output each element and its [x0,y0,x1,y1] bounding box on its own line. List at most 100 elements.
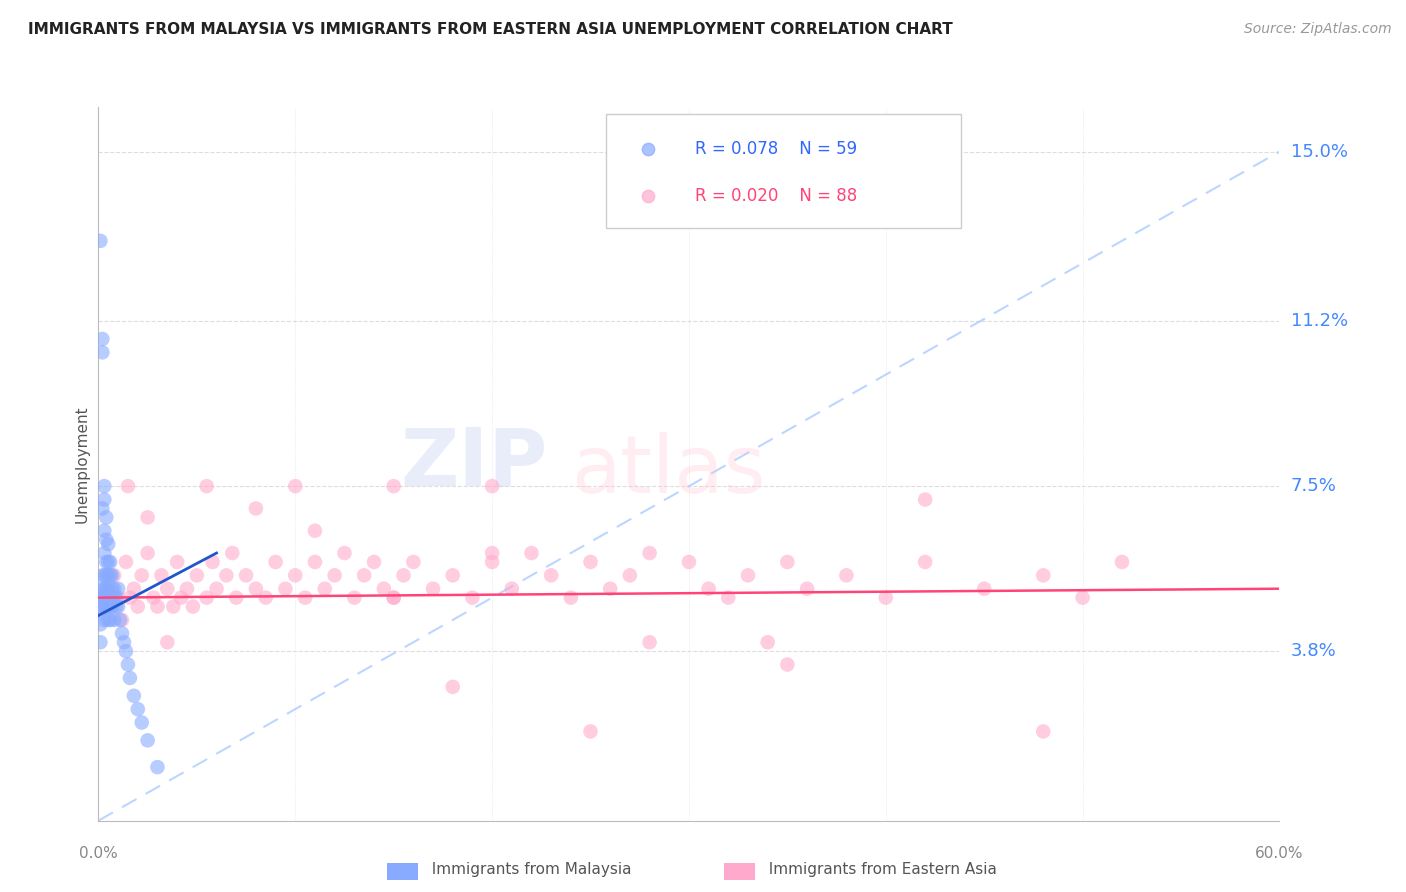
Point [170,591,193,605]
Point [441,680,464,694]
Point [914,555,936,569]
Point [93,599,115,614]
Point [127,599,149,614]
Point [103,591,125,605]
Text: 0.0%: 0.0% [79,846,118,861]
Point [111,613,134,627]
Text: Immigrants from Eastern Asia: Immigrants from Eastern Asia [759,863,997,877]
Point [122,582,145,596]
Text: Immigrants from Malaysia: Immigrants from Malaysia [422,863,631,877]
Point [118,671,141,685]
Point [914,492,936,507]
Point [737,568,759,582]
Point [195,591,218,605]
Point [481,555,503,569]
Point [225,591,247,605]
Point [835,568,858,582]
Point [181,599,204,614]
Point [93,613,115,627]
Point [422,582,444,596]
Point [245,501,267,516]
Point [221,546,243,560]
Point [176,582,198,596]
Text: atlas: atlas [571,432,765,510]
Point [89,617,111,632]
Point [93,546,115,560]
FancyBboxPatch shape [606,114,960,228]
Point [101,568,124,582]
Point [402,555,425,569]
Point [382,591,405,605]
Point [101,582,124,596]
Point [756,635,779,649]
Point [323,568,346,582]
Point [599,582,621,596]
Point [166,555,188,569]
Point [481,546,503,560]
Point [441,568,464,582]
Point [579,555,602,569]
Text: ZIP: ZIP [399,425,547,503]
Text: 7.5%: 7.5% [1291,477,1337,495]
Point [115,555,138,569]
Point [93,479,115,493]
Point [97,591,120,605]
Point [91,345,114,359]
Point [245,582,267,596]
Point [96,599,118,614]
Point [122,689,145,703]
Point [314,582,336,596]
Point [115,644,138,658]
Point [98,555,121,569]
Point [98,591,121,605]
Point [131,715,153,730]
Point [638,546,661,560]
Point [1111,555,1133,569]
Text: IMMIGRANTS FROM MALAYSIA VS IMMIGRANTS FROM EASTERN ASIA UNEMPLOYMENT CORRELATIO: IMMIGRANTS FROM MALAYSIA VS IMMIGRANTS F… [28,22,953,37]
Point [201,555,224,569]
Point [98,568,121,582]
Point [461,591,484,605]
Text: R = 0.020    N = 88: R = 0.020 N = 88 [695,187,858,205]
Point [382,479,405,493]
Point [717,591,740,605]
Point [97,599,120,614]
Point [333,546,356,560]
Point [93,582,115,596]
Point [142,591,165,605]
Point [205,582,228,596]
Point [91,591,114,605]
Point [796,582,818,596]
Point [638,635,661,649]
Point [156,635,179,649]
Point [103,568,125,582]
Point [108,613,131,627]
Point [353,568,375,582]
Point [96,510,118,524]
Point [776,657,799,672]
Text: 60.0%: 60.0% [1256,846,1303,861]
Point [89,635,111,649]
Point [373,582,395,596]
Point [501,582,523,596]
Point [105,599,128,614]
Point [107,582,129,596]
Point [619,568,641,582]
Point [136,510,159,524]
Point [1032,568,1054,582]
Point [93,524,115,538]
Point [186,568,208,582]
Point [520,546,543,560]
Point [111,626,134,640]
Point [156,582,179,596]
Point [215,568,238,582]
Point [91,568,114,582]
Text: Source: ZipAtlas.com: Source: ZipAtlas.com [1244,22,1392,37]
Point [1071,591,1094,605]
Point [875,591,897,605]
Point [96,568,118,582]
Point [294,591,316,605]
Point [579,724,602,739]
Point [118,591,141,605]
Point [195,479,218,493]
